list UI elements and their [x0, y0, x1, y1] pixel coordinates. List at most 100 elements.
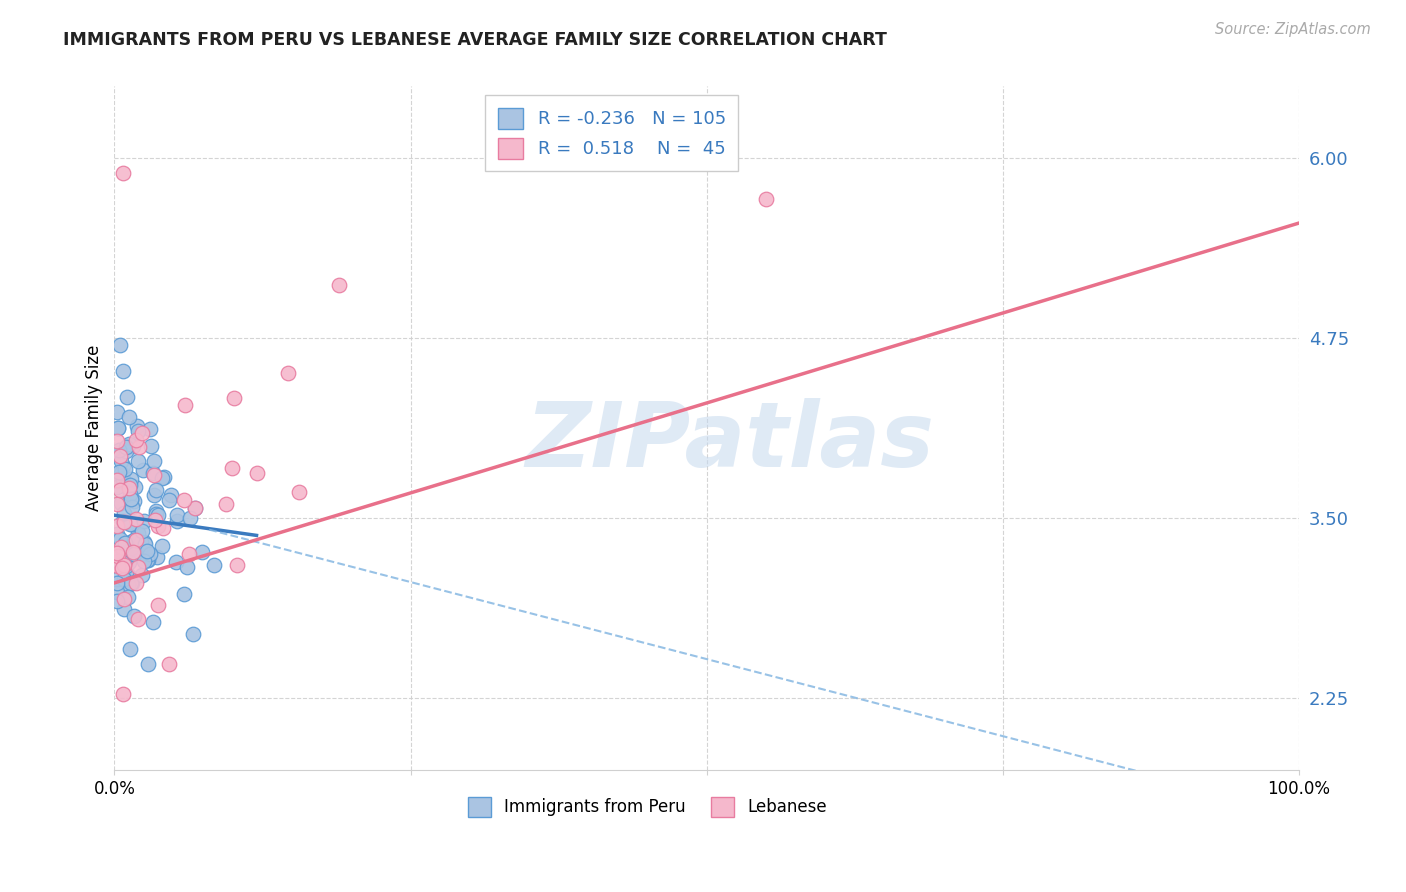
Point: [105, 434, 128, 448]
Point: [224, 391, 246, 405]
Point: [124, 533, 146, 547]
Point: [145, 483, 167, 497]
Point: [131, 524, 153, 538]
Point: [112, 602, 135, 616]
Point: [328, 278, 350, 293]
Point: [118, 642, 141, 657]
Point: [115, 565, 138, 579]
Point: [105, 572, 128, 586]
Point: [129, 535, 152, 549]
Point: [108, 449, 131, 463]
Point: [120, 491, 142, 506]
Point: [127, 424, 149, 438]
Point: [111, 687, 134, 701]
Point: [105, 405, 128, 419]
Point: [112, 558, 135, 573]
Point: [142, 468, 165, 483]
Point: [110, 496, 132, 510]
Text: ZIPatlas: ZIPatlas: [526, 398, 935, 486]
Point: [107, 421, 129, 435]
Legend: Immigrants from Peru, Lebanese: Immigrants from Peru, Lebanese: [461, 790, 834, 823]
Point: [287, 485, 309, 500]
Point: [202, 558, 225, 572]
Point: [179, 511, 201, 525]
Text: Source: ZipAtlas.com: Source: ZipAtlas.com: [1215, 22, 1371, 37]
Point: [107, 442, 129, 457]
Point: [122, 608, 145, 623]
Point: [121, 575, 143, 590]
Point: [181, 627, 204, 641]
Point: [120, 487, 142, 501]
Point: [114, 443, 136, 458]
Point: [107, 554, 129, 568]
Point: [755, 192, 778, 206]
Point: [132, 534, 155, 549]
Point: [160, 488, 183, 502]
Point: [132, 463, 155, 477]
Point: [107, 558, 129, 573]
Point: [114, 462, 136, 476]
Point: [121, 516, 143, 531]
Point: [176, 559, 198, 574]
Point: [114, 535, 136, 549]
Point: [117, 578, 139, 592]
Point: [122, 494, 145, 508]
Point: [143, 513, 166, 527]
Point: [152, 470, 174, 484]
Point: [117, 577, 139, 591]
Point: [173, 587, 195, 601]
Point: [190, 545, 212, 559]
Point: [115, 390, 138, 404]
Point: [226, 558, 249, 572]
Point: [125, 575, 148, 590]
Point: [159, 657, 181, 671]
Point: [120, 491, 142, 506]
Point: [152, 471, 174, 485]
Point: [173, 493, 195, 508]
Point: [148, 518, 170, 533]
Point: [136, 657, 159, 672]
Point: [150, 539, 173, 553]
Point: [105, 519, 128, 533]
Point: [124, 547, 146, 561]
Point: [111, 364, 134, 378]
Point: [105, 449, 128, 463]
Point: [115, 558, 138, 573]
Point: [146, 550, 169, 565]
Point: [142, 454, 165, 468]
Point: [111, 514, 134, 528]
Point: [183, 501, 205, 516]
Point: [110, 483, 132, 497]
Point: [120, 516, 142, 531]
Point: [221, 461, 243, 475]
Point: [125, 433, 148, 447]
Point: [146, 599, 169, 613]
Point: [165, 555, 187, 569]
Point: [112, 572, 135, 586]
Point: [110, 466, 132, 480]
Point: [112, 515, 135, 529]
Point: [118, 409, 141, 424]
Point: [122, 545, 145, 559]
Point: [127, 612, 149, 626]
Point: [166, 514, 188, 528]
Point: [115, 441, 138, 455]
Point: [127, 454, 149, 468]
Point: [142, 615, 165, 629]
Point: [111, 458, 134, 473]
Point: [118, 569, 141, 583]
Point: [120, 541, 142, 556]
Point: [118, 481, 141, 495]
Point: [166, 508, 188, 522]
Point: [118, 556, 141, 570]
Point: [108, 338, 131, 352]
Point: [152, 521, 174, 535]
Point: [110, 454, 132, 468]
Point: [145, 508, 167, 522]
Point: [127, 525, 149, 540]
Point: [122, 547, 145, 561]
Point: [134, 514, 156, 528]
Point: [173, 398, 195, 412]
Point: [142, 488, 165, 502]
Point: [135, 553, 157, 567]
